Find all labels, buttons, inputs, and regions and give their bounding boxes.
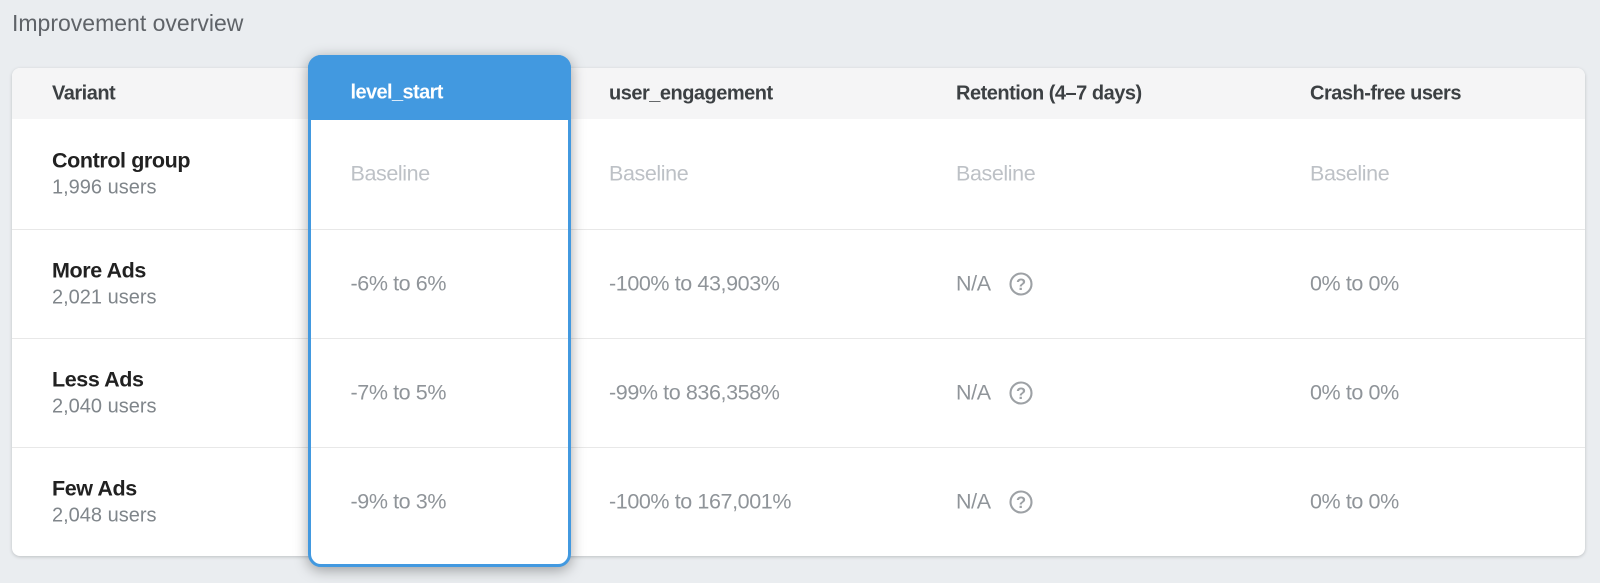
svg-text:?: ? (1016, 494, 1026, 512)
svg-text:?: ? (1016, 385, 1026, 403)
svg-text:?: ? (1016, 276, 1026, 294)
